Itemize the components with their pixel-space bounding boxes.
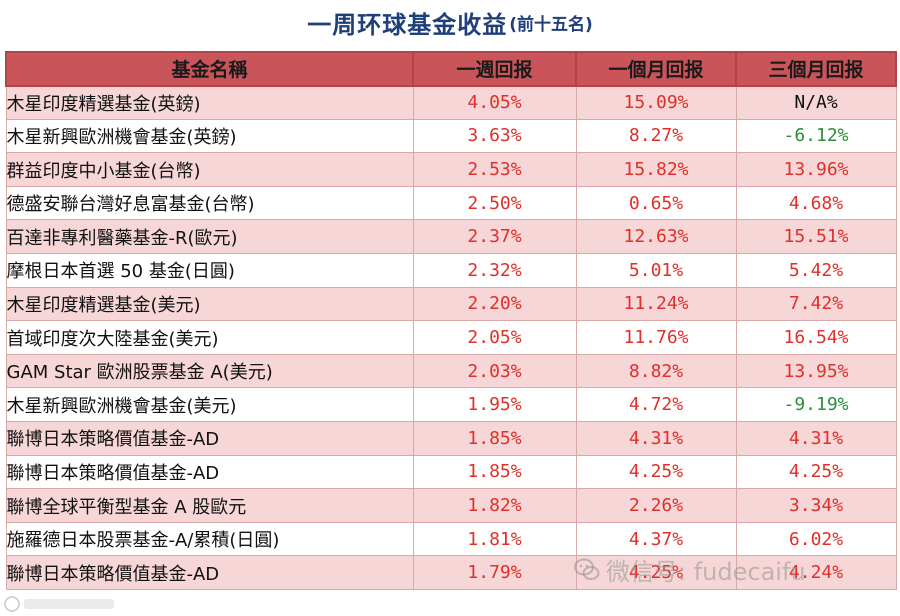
table-row: 木星印度精選基金(英鎊) 4.05% 15.09% N/A% xyxy=(5,85,897,120)
quarter-return-cell: 16.54% xyxy=(735,320,897,355)
week-return-cell: 1.82% xyxy=(412,488,577,523)
quarter-return-cell: 7.42% xyxy=(735,286,897,322)
week-return-cell: 2.50% xyxy=(412,185,577,221)
fund-name-cell: 聯博日本策略價值基金-AD xyxy=(5,454,414,490)
month-return-cell: 15.82% xyxy=(575,152,737,187)
month-return-cell: 2.26% xyxy=(575,488,737,523)
fund-name-cell: 百達非專利醫藥基金-R(歐元) xyxy=(5,219,414,255)
table-row: 摩根日本首選 50 基金(日圓) 2.32% 5.01% 5.42% xyxy=(5,253,897,288)
fund-name-cell: 德盛安聯台灣好息富基金(台幣) xyxy=(5,185,414,221)
column-header-fund-name: 基金名稱 xyxy=(5,51,414,87)
month-return-cell: 8.82% xyxy=(575,353,737,389)
quarter-return-cell: 13.96% xyxy=(735,152,897,187)
table-row: 首域印度次大陸基金(美元) 2.05% 11.76% 16.54% xyxy=(5,320,897,355)
month-return-cell: 4.25% xyxy=(575,555,737,590)
quarter-return-cell: 6.02% xyxy=(735,521,897,557)
quarter-return-cell: 5.42% xyxy=(735,253,897,288)
table-body: 木星印度精選基金(英鎊) 4.05% 15.09% N/A% 木星新興歐洲機會基金(英鎊… xyxy=(5,85,897,590)
page-title: 一周环球基金收益 xyxy=(307,10,508,39)
month-return-cell: 4.72% xyxy=(575,387,737,423)
column-header-week-return: 一週回报 xyxy=(412,51,577,87)
table-row: 木星印度精選基金(美元) 2.20% 11.24% 7.42% xyxy=(5,286,897,322)
table-row: 木星新興歐洲機會基金(英鎊) 3.63% 8.27% -6.12% xyxy=(5,118,897,154)
fund-name-cell: 摩根日本首選 50 基金(日圓) xyxy=(5,253,414,288)
week-return-cell: 1.79% xyxy=(412,555,577,590)
week-return-cell: 2.32% xyxy=(412,253,577,288)
fund-name-cell: 木星印度精選基金(美元) xyxy=(5,286,414,322)
week-return-cell: 1.85% xyxy=(412,454,577,490)
column-header-month-return: 一個月回报 xyxy=(575,51,737,87)
quarter-return-cell: 4.25% xyxy=(735,454,897,490)
table-row: 聯博日本策略價值基金-AD 1.85% 4.25% 4.25% xyxy=(5,454,897,490)
fund-name-cell: 木星印度精選基金(英鎊) xyxy=(5,85,414,120)
table-row: 聯博日本策略價值基金-AD 1.85% 4.31% 4.31% xyxy=(5,421,897,456)
month-return-cell: 11.76% xyxy=(575,320,737,355)
month-return-cell: 12.63% xyxy=(575,219,737,255)
quarter-return-cell: N/A% xyxy=(735,85,897,120)
week-return-cell: 2.05% xyxy=(412,320,577,355)
week-return-cell: 2.03% xyxy=(412,353,577,389)
month-return-cell: 5.01% xyxy=(575,253,737,288)
fund-name-cell: 木星新興歐洲機會基金(英鎊) xyxy=(5,118,414,154)
fund-name-cell: 首域印度次大陸基金(美元) xyxy=(5,320,414,355)
table-row: 德盛安聯台灣好息富基金(台幣) 2.50% 0.65% 4.68% xyxy=(5,185,897,221)
quarter-return-cell: 4.31% xyxy=(735,421,897,456)
week-return-cell: 2.53% xyxy=(412,152,577,187)
fund-name-cell: 聯博日本策略價值基金-AD xyxy=(5,555,414,590)
table-row: 聯博日本策略價值基金-AD 1.79% 4.25% 4.24% xyxy=(5,555,897,590)
fund-name-cell: 施羅德日本股票基金-A/累積(日圓) xyxy=(5,521,414,557)
month-return-cell: 11.24% xyxy=(575,286,737,322)
week-return-cell: 2.37% xyxy=(412,219,577,255)
month-return-cell: 0.65% xyxy=(575,185,737,221)
week-return-cell: 4.05% xyxy=(412,85,577,120)
page-subtitle: (前十五名) xyxy=(509,14,593,35)
month-return-cell: 4.25% xyxy=(575,454,737,490)
table-row: 群益印度中小基金(台幣) 2.53% 15.82% 13.96% xyxy=(5,152,897,187)
table-row: 百達非專利醫藥基金-R(歐元) 2.37% 12.63% 15.51% xyxy=(5,219,897,255)
table-row: GAM Star 歐洲股票基金 A(美元) 2.03% 8.82% 13.95% xyxy=(5,353,897,389)
quarter-return-cell: 15.51% xyxy=(735,219,897,255)
week-return-cell: 1.81% xyxy=(412,521,577,557)
fund-name-cell: 群益印度中小基金(台幣) xyxy=(5,152,414,187)
quarter-return-cell: 4.24% xyxy=(735,555,897,590)
quarter-return-cell: -9.19% xyxy=(735,387,897,423)
column-header-quarter-return: 三個月回报 xyxy=(735,51,897,87)
quarter-return-cell: 3.34% xyxy=(735,488,897,523)
fund-name-cell: 聯博全球平衡型基金 A 股歐元 xyxy=(5,488,414,523)
week-return-cell: 1.95% xyxy=(412,387,577,423)
month-return-cell: 15.09% xyxy=(575,85,737,120)
week-return-cell: 2.20% xyxy=(412,286,577,322)
month-return-cell: 4.37% xyxy=(575,521,737,557)
month-return-cell: 4.31% xyxy=(575,421,737,456)
quarter-return-cell: 4.68% xyxy=(735,185,897,221)
table-header-row: 基金名稱 一週回报 一個月回报 三個月回报 xyxy=(5,51,897,87)
fund-name-cell: 聯博日本策略價值基金-AD xyxy=(5,421,414,456)
quarter-return-cell: -6.12% xyxy=(735,118,897,154)
table-row: 木星新興歐洲機會基金(美元) 1.95% 4.72% -9.19% xyxy=(5,387,897,423)
table-row: 施羅德日本股票基金-A/累積(日圓) 1.81% 4.37% 6.02% xyxy=(5,521,897,557)
quarter-return-cell: 13.95% xyxy=(735,353,897,389)
title-bar: 一周环球基金收益 (前十五名) xyxy=(0,0,900,44)
corner-watermark-logo xyxy=(4,596,114,612)
fund-name-cell: GAM Star 歐洲股票基金 A(美元) xyxy=(5,353,414,389)
week-return-cell: 1.85% xyxy=(412,421,577,456)
table-row: 聯博全球平衡型基金 A 股歐元 1.82% 2.26% 3.34% xyxy=(5,488,897,523)
fund-returns-table: 基金名稱 一週回报 一個月回报 三個月回报 木星印度精選基金(英鎊) 4.05% 1… xyxy=(5,51,897,590)
month-return-cell: 8.27% xyxy=(575,118,737,154)
fund-name-cell: 木星新興歐洲機會基金(美元) xyxy=(5,387,414,423)
week-return-cell: 3.63% xyxy=(412,118,577,154)
